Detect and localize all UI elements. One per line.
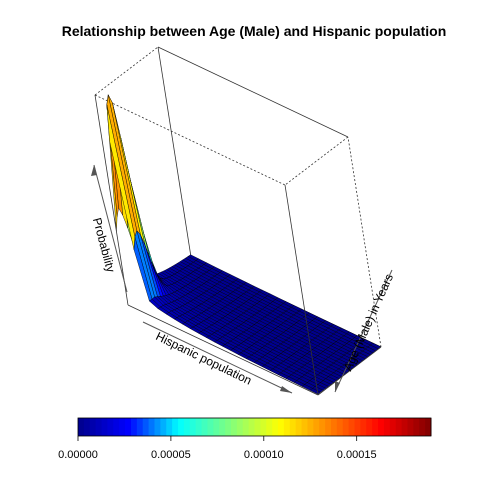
surface-mesh [106, 94, 382, 395]
colorbar-swatch [313, 418, 320, 436]
colorbar-swatch [354, 418, 361, 436]
colorbar-swatch [260, 418, 267, 436]
colorbar-swatch [372, 418, 379, 436]
colorbar-swatch [219, 418, 226, 436]
colorbar-swatch [183, 418, 191, 436]
colorbar-swatch [89, 418, 97, 436]
colorbar-swatch [113, 418, 120, 436]
colorbar-swatch [101, 418, 108, 436]
x-axis-arrow [142, 321, 293, 394]
box-edge [317, 346, 382, 396]
colorbar-swatch [189, 418, 197, 436]
z-axis-label: Probability [90, 216, 118, 274]
colorbar-swatch [119, 418, 126, 436]
colorbar-tick-label: 0.00015 [337, 449, 377, 461]
colorbar-swatch [248, 418, 255, 436]
x-axis-arrowhead [280, 386, 292, 393]
colorbar-swatch [195, 418, 203, 436]
colorbar-swatch [325, 418, 332, 436]
y-axis-label: Age (Male) in Years [341, 272, 396, 373]
colorbar-swatch [83, 418, 91, 436]
colorbar-swatch [395, 418, 403, 436]
box-edge [94, 94, 129, 306]
colorbar-swatch [266, 418, 273, 436]
colorbar-swatch [172, 418, 179, 436]
colorbar-tick-label: 0.00000 [58, 449, 98, 461]
colorbar-swatch [207, 418, 214, 436]
colorbar-swatch [225, 418, 232, 436]
colorbar-swatch [136, 418, 144, 436]
colorbar-swatch [425, 418, 432, 436]
box-edge [347, 136, 382, 348]
y-axis-arrowhead [335, 381, 340, 392]
colorbar-swatch [330, 418, 338, 436]
surface-facet [106, 104, 136, 250]
colorbar-swatch [419, 418, 426, 436]
colorbar-swatch [383, 418, 391, 436]
colorbar-swatch [413, 418, 420, 436]
colorbar-swatch [348, 418, 356, 436]
colorbar-swatch [378, 418, 385, 436]
colorbar-swatch [389, 418, 397, 436]
colorbar-swatch [401, 418, 408, 436]
colorbar-swatch [148, 418, 155, 436]
colorbar-swatch [213, 418, 220, 436]
z-axis-arrow [93, 164, 128, 293]
colorbar-swatch [166, 418, 173, 436]
colorbar-swatch [283, 418, 291, 436]
box-edge [94, 46, 159, 96]
chart-title: Relationship between Age (Male) and Hisp… [62, 23, 447, 39]
colorbar-swatch [272, 418, 279, 436]
colorbar-swatch [130, 418, 138, 436]
box-edge [127, 304, 319, 396]
y-axis-arrow [334, 269, 393, 393]
colorbar-swatch [230, 418, 238, 436]
colorbar-tick-label: 0.00005 [151, 449, 191, 461]
colorbar-swatch [160, 418, 167, 436]
colorbar-swatch [242, 418, 250, 436]
colorbar-swatch [307, 418, 314, 436]
colorbar-swatch [295, 418, 303, 436]
colorbar-swatch [342, 418, 350, 436]
colorbar-swatch [407, 418, 414, 436]
colorbar-swatch [95, 418, 103, 436]
colorbar-swatch [178, 418, 185, 436]
colorbar-swatch [319, 418, 326, 436]
box-front-edges [94, 94, 382, 396]
colorbar-swatch [142, 418, 150, 436]
colorbar-swatch [236, 418, 244, 436]
colorbar-swatch [360, 418, 367, 436]
colorbar-swatch [336, 418, 344, 436]
colorbar-swatch [289, 418, 297, 436]
colorbar-swatch [278, 418, 285, 436]
colorbar-swatch [154, 418, 161, 436]
colorbar-frame [77, 417, 432, 437]
box-edge [157, 46, 349, 138]
colorbar-swatch [366, 418, 373, 436]
colorbar-swatch [107, 418, 114, 436]
colorbar-swatch [78, 418, 85, 436]
colorbar-tick-label: 0.00010 [244, 449, 284, 461]
z-axis-arrowhead [91, 165, 97, 176]
colorbar: 0.00000 0.00005 0.00010 0.00015 [58, 417, 432, 461]
box-edge [94, 94, 286, 186]
colorbar-swatch [254, 418, 261, 436]
colorbar-swatch [301, 418, 308, 436]
box-edge [284, 136, 349, 186]
box-edge [157, 46, 192, 258]
colorbar-swatch [125, 418, 132, 436]
box-edge [284, 184, 319, 396]
colorbar-swatch [201, 418, 208, 436]
